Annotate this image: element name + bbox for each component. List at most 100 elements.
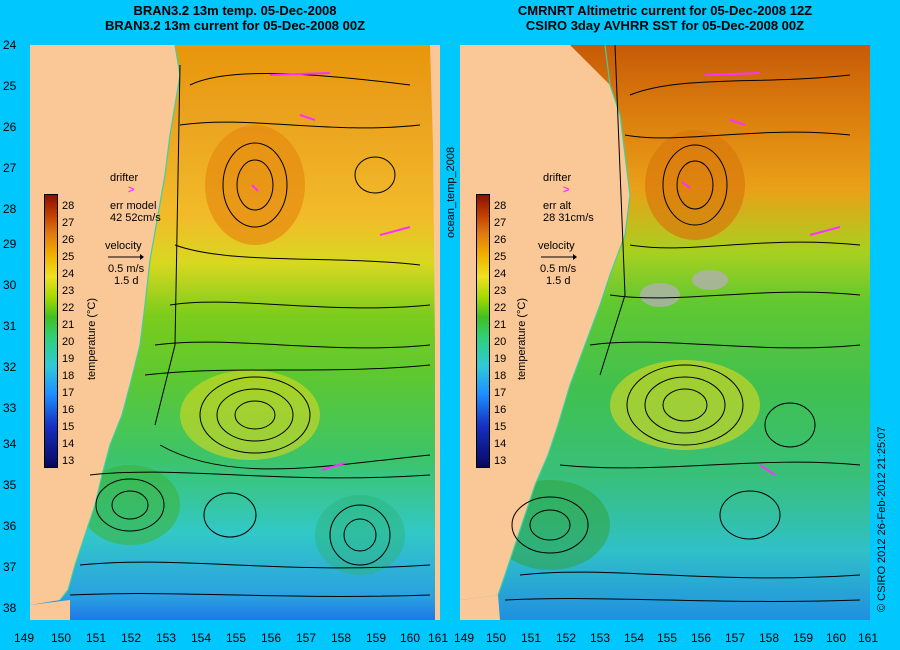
left-land-right [430,45,440,620]
right-land-bottom [460,595,500,620]
x-axis-label: 150 [485,631,507,645]
right-cbar-tick: 21 [494,319,507,331]
y-axis-label: 29 [3,237,17,251]
right-cbar-tick: 24 [494,268,507,280]
x-axis-label: 160 [399,631,421,645]
right-cbar-tick: 18 [494,370,507,382]
right-cbar-tick: 27 [494,217,507,229]
x-axis-label: 152 [120,631,142,645]
right-cbar-tick: 23 [494,285,507,297]
warm-eddy [180,370,320,460]
left-land-bottom [30,600,70,620]
left-velocity-arrow [108,254,144,260]
left-cbar-tick: 15 [62,421,75,433]
left-cbar-tick: 23 [62,285,75,297]
left-cbar-tick: 16 [62,404,75,416]
left-title-line2: BRAN3.2 13m current for 05-Dec-2008 00Z [104,18,366,33]
right-cbar-tick: 19 [494,353,507,365]
right-drifter-label: drifter [543,172,572,184]
left-cbar-tick: 22 [62,302,75,314]
y-axis-label: 34 [3,437,17,451]
left-coastline [59,45,181,601]
credit-label: © CSIRO 2012 26-Feb-2012 21:25:07 [876,426,888,612]
right-err-label: err alt [543,200,572,212]
left-drifter-tracks [251,72,411,471]
right-err-value: 28 31cm/s [543,212,594,224]
right-velocity-arrow [541,254,577,260]
x-axis-label: 157 [295,631,317,645]
x-axis-label: 157 [724,631,746,645]
right-cbar-tick: 25 [494,251,507,263]
y-axis-label: 37 [3,560,17,574]
right-title-line2: CSIRO 3day AVHRR SST for 05-Dec-2008 00Z [525,18,805,33]
left-cbar-tick: 17 [62,387,75,399]
right-velocity-time: 1.5 d [546,275,571,287]
right-cbar-tick: 17 [494,387,507,399]
left-cbar-tick: 27 [62,217,75,229]
y-axis-label: 38 [3,601,17,615]
warm-eddy [610,360,760,450]
x-axis-label: 156 [260,631,282,645]
x-axis-label: 161 [427,631,449,645]
y-axis-label: 31 [3,319,17,333]
y-axis-label: 28 [3,202,17,216]
left-velocity-speed: 0.5 m/s [108,263,145,275]
left-velocity-label: velocity [105,240,142,252]
right-streamlines [504,45,861,602]
x-axis-label: 155 [656,631,678,645]
right-cbar-tick: 22 [494,302,507,314]
right-cbar-tick: 13 [494,455,507,467]
left-drifter-marker: > [128,184,135,196]
cool-eddy [315,495,405,575]
cloud-patch [692,270,728,290]
right-cbar-tick: 26 [494,234,507,246]
x-axis-label: 154 [623,631,645,645]
y-axis-label: 26 [3,120,17,134]
left-land [30,45,180,605]
cool-eddy [80,465,180,545]
left-map-svg [30,45,440,620]
x-axis-label: 149 [453,631,475,645]
x-axis-label: 159 [792,631,814,645]
left-drifter-label: drifter [110,172,139,184]
left-cbar-tick: 26 [62,234,75,246]
right-map-svg [460,45,870,620]
right-velocity-label: velocity [538,240,575,252]
x-axis-label: 151 [85,631,107,645]
right-cbar-tick: 28 [494,200,507,212]
x-axis-label: 149 [13,631,35,645]
left-cbar-tick: 28 [62,200,75,212]
right-map-panel [460,45,870,620]
right-colorbar-title: temperature (°C) [516,297,528,380]
y-axis-label: 30 [3,278,17,292]
y-axis-label: 25 [3,79,17,93]
left-cbar-tick: 14 [62,438,75,450]
warm-eddy [645,130,745,240]
left-cbar-tick: 25 [62,251,75,263]
left-cbar-tick: 24 [62,268,75,280]
y-axis-label: 35 [3,478,17,492]
cloud-patch [640,283,680,307]
right-cbar-tick: 15 [494,421,507,433]
left-streamlines [69,64,431,597]
right-drifter-tracks [681,72,841,476]
left-err-value: 42 52cm/s [110,212,161,224]
middle-dataset-label: ocean_temp_2008 [445,146,457,238]
x-axis-label: 161 [857,631,879,645]
y-axis-label: 27 [3,161,17,175]
left-cbar-tick: 18 [62,370,75,382]
right-drifter-marker: > [563,184,570,196]
x-axis-label: 153 [589,631,611,645]
y-axis-label: 24 [3,38,17,52]
x-axis-label: 158 [758,631,780,645]
right-cbar-tick: 20 [494,336,507,348]
left-cbar-tick: 19 [62,353,75,365]
right-title-line1: CMRNRT Altimetric current for 05-Dec-200… [517,3,813,18]
y-axis-label: 32 [3,360,17,374]
left-panel-title: BRAN3.2 13m temp. 05-Dec-2008 BRAN3.2 13… [30,3,440,33]
x-axis-label: 152 [555,631,577,645]
right-panel-title: CMRNRT Altimetric current for 05-Dec-200… [460,3,870,33]
left-colorbar-title: temperature (°C) [86,297,98,380]
right-cbar-tick: 16 [494,404,507,416]
x-axis-label: 154 [190,631,212,645]
